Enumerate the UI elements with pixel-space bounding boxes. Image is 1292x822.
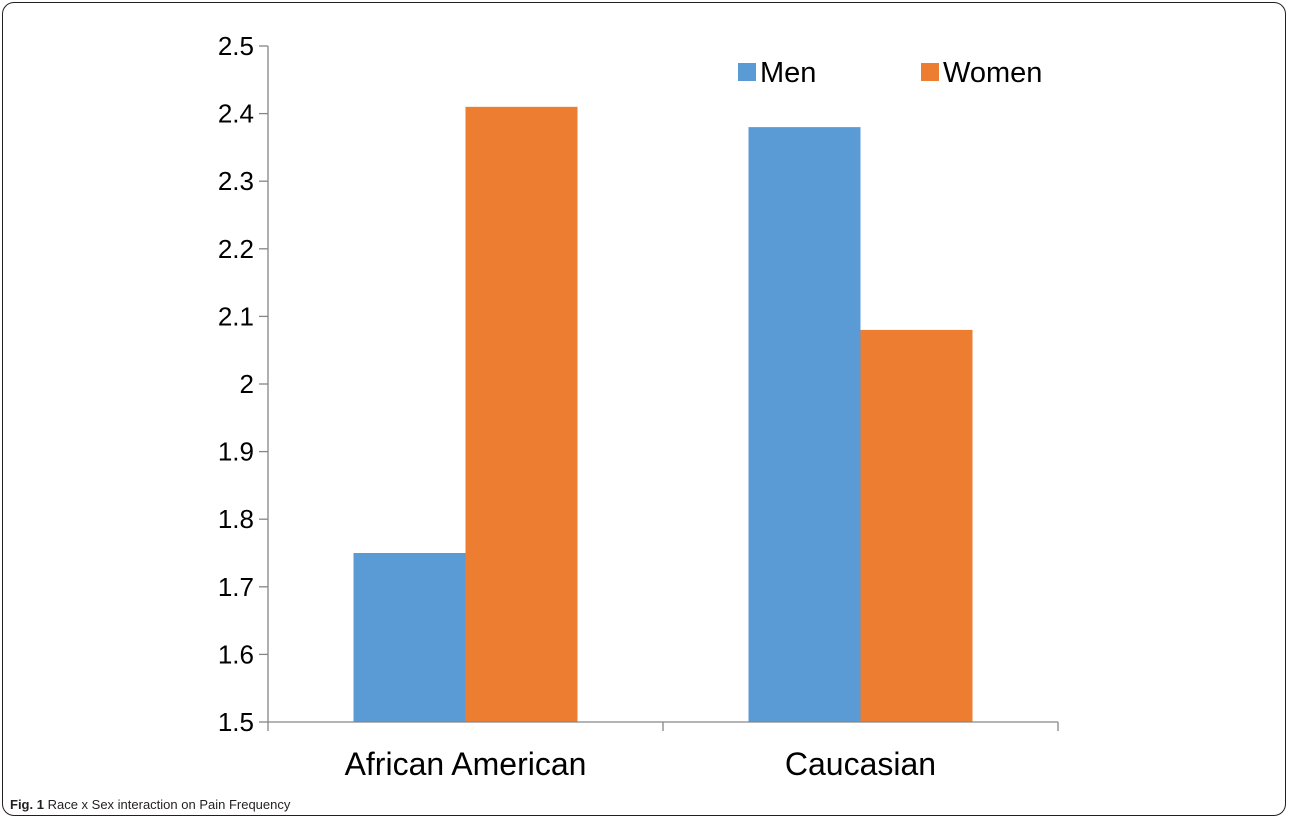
y-tick-label: 1.7 (218, 572, 254, 602)
legend-label-men: Men (760, 57, 816, 89)
y-tick-label: 1.5 (218, 707, 254, 737)
y-tick-label: 2 (240, 369, 254, 399)
legend: Men Women (738, 57, 1042, 89)
legend-label-women: Women (943, 57, 1042, 89)
y-tick-label: 2.3 (218, 166, 254, 196)
y-tick-label: 2.5 (218, 31, 254, 61)
x-category-label: African American (345, 746, 587, 782)
y-tick-label: 2.2 (218, 234, 254, 264)
x-category-labels: African American Caucasian (345, 746, 937, 782)
legend-swatch-men (738, 63, 756, 81)
y-tick-label: 2.4 (218, 99, 254, 129)
bar-men-caucasian (748, 127, 861, 723)
caption-label: Fig. 1 (10, 797, 44, 812)
caption-text: Race x Sex interaction on Pain Frequency (47, 797, 291, 812)
y-tick-label: 1.8 (218, 504, 254, 534)
axes-group (259, 45, 1059, 731)
figure-caption: Fig. 1 Race x Sex interaction on Pain Fr… (10, 797, 290, 812)
y-tick-label: 1.9 (218, 437, 254, 467)
y-tick-labels: 1.5 1.6 1.7 1.8 1.9 2 2.1 2.2 2.3 2.4 2.5 (218, 31, 254, 737)
x-category-label: Caucasian (785, 746, 936, 782)
y-tick-label: 1.6 (218, 639, 254, 669)
bar-women-caucasian (860, 329, 973, 722)
bar-men-african-american (353, 553, 466, 722)
bars-group (353, 106, 973, 723)
legend-swatch-women (921, 63, 939, 81)
y-tick-label: 2.1 (218, 301, 254, 331)
bar-women-african-american (465, 106, 578, 723)
